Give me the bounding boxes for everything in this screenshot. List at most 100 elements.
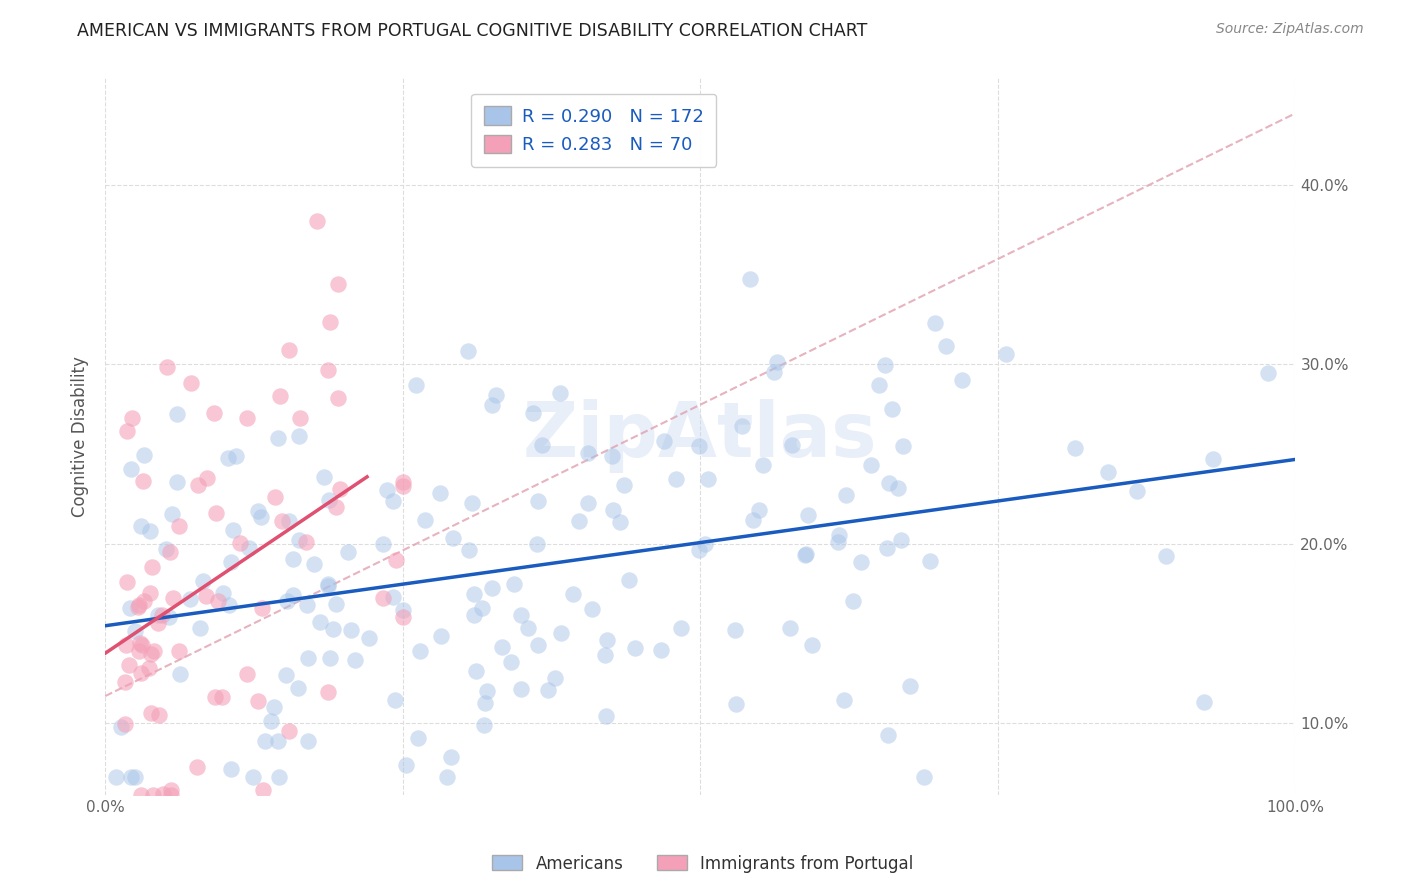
- Point: [485, 388, 508, 402]
- Point: [148, 707, 170, 722]
- Point: [935, 339, 957, 353]
- Point: [429, 486, 451, 500]
- Point: [297, 650, 319, 665]
- Point: [890, 533, 912, 548]
- Point: [278, 343, 301, 357]
- Point: [340, 624, 363, 638]
- Point: [624, 641, 647, 656]
- Point: [308, 615, 330, 629]
- Point: [242, 770, 264, 784]
- Point: [886, 481, 908, 495]
- Point: [527, 493, 550, 508]
- Point: [669, 622, 692, 636]
- Text: AMERICAN VS IMMIGRANTS FROM PORTUGAL COGNITIVE DISABILITY CORRELATION CHART: AMERICAN VS IMMIGRANTS FROM PORTUGAL COG…: [77, 22, 868, 40]
- Point: [325, 597, 347, 611]
- Point: [395, 758, 418, 772]
- Point: [191, 574, 214, 588]
- Point: [276, 593, 298, 607]
- Point: [1097, 465, 1119, 479]
- Point: [218, 599, 240, 613]
- Point: [763, 365, 786, 379]
- Point: [665, 473, 688, 487]
- Point: [1257, 366, 1279, 380]
- Point: [160, 507, 183, 521]
- Point: [328, 391, 350, 405]
- Point: [139, 647, 162, 661]
- Point: [531, 437, 554, 451]
- Point: [121, 410, 143, 425]
- Point: [491, 640, 513, 654]
- Point: [179, 592, 201, 607]
- Point: [859, 458, 882, 472]
- Point: [238, 541, 260, 556]
- Point: [155, 542, 177, 557]
- Point: [157, 610, 180, 624]
- Point: [271, 515, 294, 529]
- Point: [550, 625, 572, 640]
- Point: [876, 728, 898, 742]
- Point: [517, 622, 540, 636]
- Point: [121, 461, 143, 475]
- Point: [212, 586, 235, 600]
- Point: [219, 762, 242, 776]
- Point: [751, 458, 773, 472]
- Point: [832, 693, 855, 707]
- Point: [405, 378, 427, 392]
- Point: [128, 598, 150, 612]
- Point: [302, 557, 325, 571]
- Point: [148, 608, 170, 623]
- Point: [1125, 484, 1147, 499]
- Point: [499, 655, 522, 669]
- Point: [481, 398, 503, 412]
- Point: [461, 496, 484, 510]
- Point: [195, 589, 218, 603]
- Point: [159, 545, 181, 559]
- Point: [250, 601, 273, 615]
- Point: [995, 346, 1018, 360]
- Point: [697, 472, 720, 486]
- Point: [463, 587, 485, 601]
- Point: [322, 622, 344, 636]
- Point: [463, 608, 485, 623]
- Point: [211, 690, 233, 705]
- Point: [576, 495, 599, 509]
- Point: [406, 731, 429, 745]
- Point: [180, 376, 202, 391]
- Point: [357, 631, 380, 645]
- Point: [371, 591, 394, 606]
- Point: [474, 696, 496, 710]
- Point: [156, 360, 179, 375]
- Point: [600, 449, 623, 463]
- Point: [797, 508, 820, 522]
- Point: [150, 608, 173, 623]
- Point: [115, 574, 138, 589]
- Point: [576, 446, 599, 460]
- Point: [391, 479, 413, 493]
- Point: [142, 788, 165, 802]
- Point: [254, 733, 277, 747]
- Point: [391, 603, 413, 617]
- Point: [314, 469, 336, 483]
- Point: [319, 315, 342, 329]
- Point: [780, 438, 803, 452]
- Point: [527, 638, 550, 652]
- Point: [868, 378, 890, 392]
- Point: [319, 651, 342, 665]
- Point: [187, 478, 209, 492]
- Point: [204, 506, 226, 520]
- Point: [204, 406, 226, 420]
- Point: [337, 544, 360, 558]
- Point: [835, 488, 858, 502]
- Point: [252, 783, 274, 797]
- Point: [472, 718, 495, 732]
- Point: [561, 587, 583, 601]
- Point: [724, 624, 747, 638]
- Point: [794, 548, 817, 562]
- Point: [305, 214, 328, 228]
- Point: [115, 424, 138, 438]
- Point: [503, 577, 526, 591]
- Point: [1154, 549, 1177, 564]
- Point: [204, 690, 226, 704]
- Point: [246, 503, 269, 517]
- Point: [609, 515, 631, 529]
